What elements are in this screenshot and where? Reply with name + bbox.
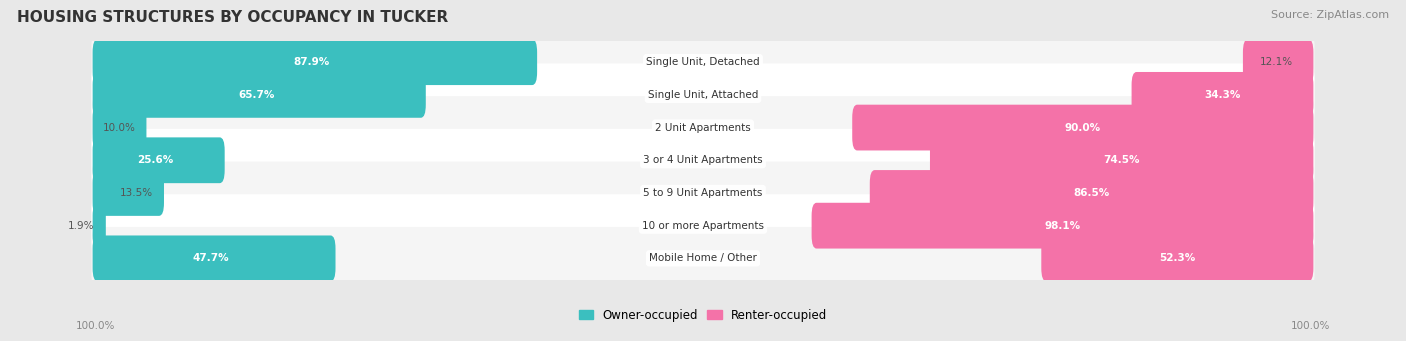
Text: 34.3%: 34.3% [1205, 90, 1240, 100]
Text: 100.0%: 100.0% [1291, 321, 1330, 331]
Text: 98.1%: 98.1% [1045, 221, 1081, 231]
FancyBboxPatch shape [91, 162, 1315, 224]
Text: 3 or 4 Unit Apartments: 3 or 4 Unit Apartments [643, 155, 763, 165]
FancyBboxPatch shape [1243, 39, 1313, 85]
FancyBboxPatch shape [93, 72, 426, 118]
Text: 86.5%: 86.5% [1073, 188, 1109, 198]
Text: 52.3%: 52.3% [1159, 253, 1195, 263]
Text: 1.9%: 1.9% [69, 221, 94, 231]
FancyBboxPatch shape [811, 203, 1313, 249]
Text: 65.7%: 65.7% [238, 90, 274, 100]
Text: 87.9%: 87.9% [294, 57, 330, 67]
Text: Source: ZipAtlas.com: Source: ZipAtlas.com [1271, 10, 1389, 20]
FancyBboxPatch shape [91, 63, 1315, 126]
FancyBboxPatch shape [929, 137, 1313, 183]
Text: 100.0%: 100.0% [76, 321, 115, 331]
FancyBboxPatch shape [93, 105, 146, 150]
FancyBboxPatch shape [93, 203, 105, 249]
Text: 13.5%: 13.5% [120, 188, 153, 198]
FancyBboxPatch shape [91, 96, 1315, 159]
FancyBboxPatch shape [91, 31, 1315, 93]
Text: 2 Unit Apartments: 2 Unit Apartments [655, 122, 751, 133]
Text: 90.0%: 90.0% [1064, 122, 1101, 133]
Text: 25.6%: 25.6% [138, 155, 174, 165]
FancyBboxPatch shape [91, 129, 1315, 192]
FancyBboxPatch shape [93, 137, 225, 183]
FancyBboxPatch shape [93, 170, 165, 216]
Text: 10.0%: 10.0% [103, 122, 135, 133]
Text: 74.5%: 74.5% [1104, 155, 1140, 165]
FancyBboxPatch shape [852, 105, 1313, 150]
FancyBboxPatch shape [91, 194, 1315, 257]
FancyBboxPatch shape [93, 39, 537, 85]
Text: Single Unit, Attached: Single Unit, Attached [648, 90, 758, 100]
Text: 12.1%: 12.1% [1260, 57, 1294, 67]
Text: 5 to 9 Unit Apartments: 5 to 9 Unit Apartments [644, 188, 762, 198]
FancyBboxPatch shape [1132, 72, 1313, 118]
Text: 10 or more Apartments: 10 or more Apartments [643, 221, 763, 231]
Text: Mobile Home / Other: Mobile Home / Other [650, 253, 756, 263]
FancyBboxPatch shape [1042, 236, 1313, 281]
FancyBboxPatch shape [91, 227, 1315, 290]
FancyBboxPatch shape [870, 170, 1313, 216]
Text: HOUSING STRUCTURES BY OCCUPANCY IN TUCKER: HOUSING STRUCTURES BY OCCUPANCY IN TUCKE… [17, 10, 449, 25]
Legend: Owner-occupied, Renter-occupied: Owner-occupied, Renter-occupied [574, 304, 832, 326]
Text: 47.7%: 47.7% [193, 253, 229, 263]
FancyBboxPatch shape [93, 236, 336, 281]
Text: Single Unit, Detached: Single Unit, Detached [647, 57, 759, 67]
